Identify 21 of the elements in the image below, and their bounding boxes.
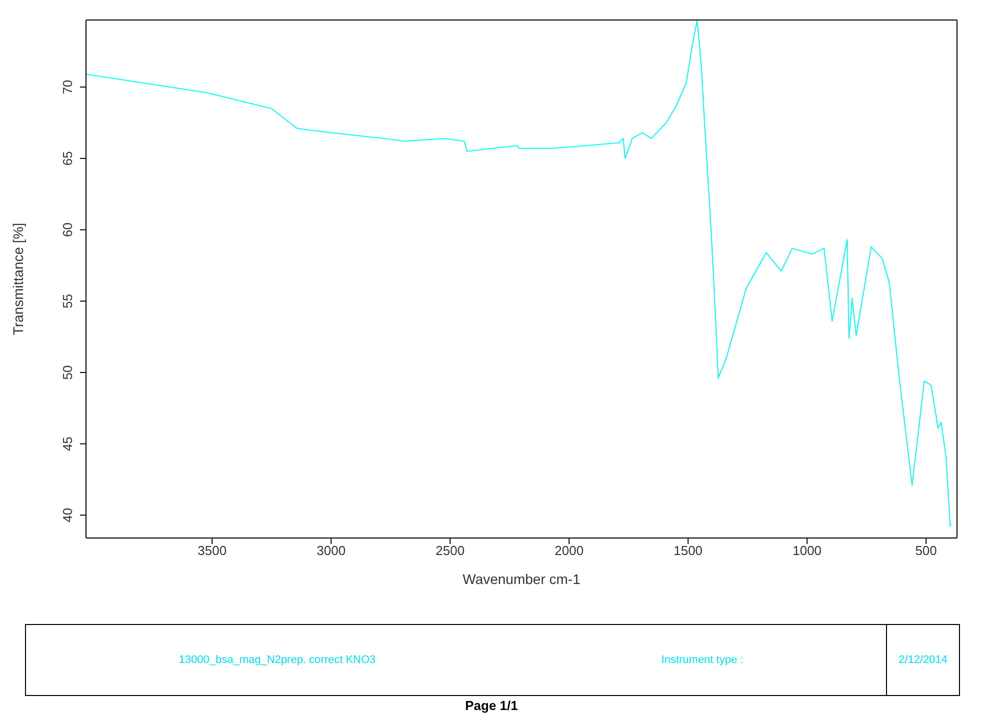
text: 13000_bsa_mag_N2prep. correct KNO3 <box>178 654 376 666</box>
y-tick-label: 60 <box>60 222 75 238</box>
y-axis-title: Transmittance [%] <box>10 222 26 336</box>
x-tick-label: 500 <box>915 543 937 558</box>
x-axis-title: Wavenumber cm-1 <box>462 571 581 587</box>
x-tick-label: 1500 <box>674 543 703 558</box>
x-tick-label: 3500 <box>198 543 227 558</box>
y-tick-label: 65 <box>60 151 75 166</box>
y-tick-label: 50 <box>60 365 75 380</box>
text: Instrument type : <box>661 654 744 666</box>
y-tick-label: 55 <box>60 294 75 308</box>
x-tick-label: 2000 <box>554 543 584 558</box>
x-tick-label: 3000 <box>316 543 346 558</box>
y-tick-label: 70 <box>60 80 75 94</box>
text: Page 1/1 <box>464 698 519 713</box>
x-tick-label: 1000 <box>792 543 822 558</box>
x-tick-label: 2500 <box>436 543 465 558</box>
y-tick-label: 45 <box>60 436 75 452</box>
y-tick-label: 40 <box>60 508 75 522</box>
line-series <box>86 20 951 528</box>
text: 2/12/2014 <box>898 654 948 666</box>
